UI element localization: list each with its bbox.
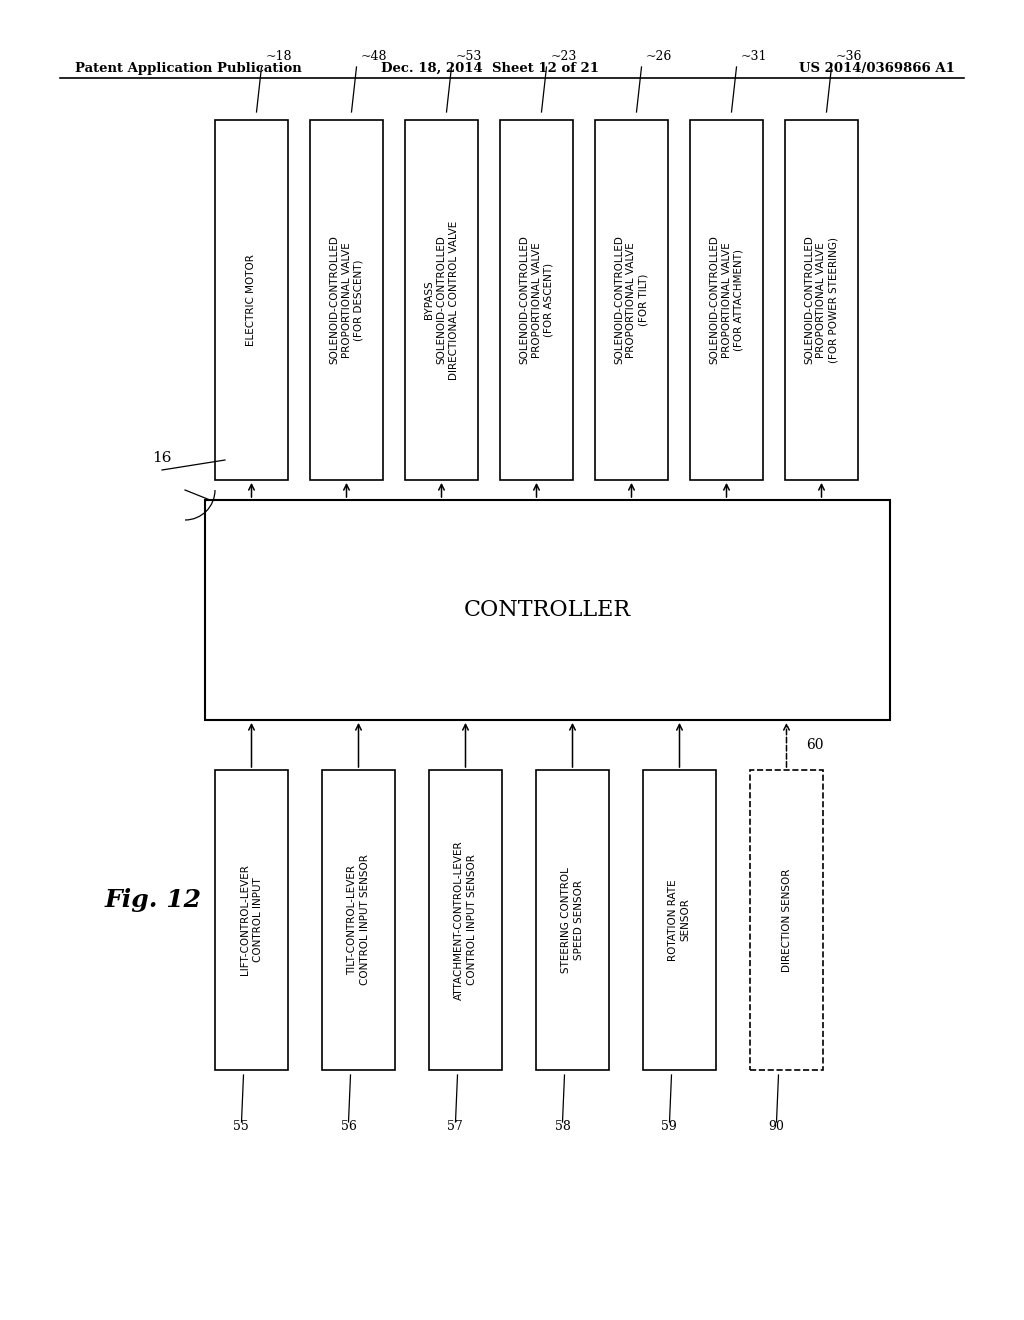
Text: 60: 60 (807, 738, 824, 752)
Text: STEERING CONTROL
SPEED SENSOR: STEERING CONTROL SPEED SENSOR (561, 867, 584, 973)
Text: ~53: ~53 (456, 50, 482, 63)
Text: ~23: ~23 (551, 50, 577, 63)
Bar (750, 770, 823, 1071)
Text: Fig. 12: Fig. 12 (105, 888, 202, 912)
Text: ~26: ~26 (645, 50, 672, 63)
Text: 90: 90 (768, 1119, 784, 1133)
Text: 57: 57 (447, 1119, 463, 1133)
Bar (310, 120, 383, 480)
Bar (429, 770, 502, 1071)
Text: 16: 16 (152, 451, 171, 465)
Bar (643, 770, 716, 1071)
Bar (500, 120, 573, 480)
Text: Dec. 18, 2014  Sheet 12 of 21: Dec. 18, 2014 Sheet 12 of 21 (381, 62, 599, 75)
Text: ~18: ~18 (265, 50, 292, 63)
Bar (406, 120, 478, 480)
Text: 55: 55 (233, 1119, 249, 1133)
Text: 56: 56 (341, 1119, 356, 1133)
Text: ~48: ~48 (360, 50, 387, 63)
Text: BYPASS
SOLENOID-CONTROLLED
DIRECTIONAL CONTROL VALVE: BYPASS SOLENOID-CONTROLLED DIRECTIONAL C… (424, 220, 459, 380)
Bar (205, 500, 890, 719)
Text: DIRECTION SENSOR: DIRECTION SENSOR (781, 869, 792, 972)
Bar (215, 770, 288, 1071)
Text: LIFT-CONTROL-LEVER
CONTROL INPUT: LIFT-CONTROL-LEVER CONTROL INPUT (241, 865, 263, 975)
Bar (785, 120, 858, 480)
Text: SOLENOID-CONTROLLED
PROPORTIONAL VALVE
(FOR TILT): SOLENOID-CONTROLLED PROPORTIONAL VALVE (… (614, 235, 649, 364)
Bar (595, 120, 668, 480)
Text: ~31: ~31 (740, 50, 767, 63)
Bar (690, 120, 763, 480)
Bar (215, 120, 288, 480)
Text: SOLENOID-CONTROLLED
PROPORTIONAL VALVE
(FOR DESCENT): SOLENOID-CONTROLLED PROPORTIONAL VALVE (… (329, 235, 364, 364)
Bar (536, 770, 609, 1071)
Bar (322, 770, 395, 1071)
Text: SOLENOID-CONTROLLED
PROPORTIONAL VALVE
(FOR POWER STEERING): SOLENOID-CONTROLLED PROPORTIONAL VALVE (… (804, 235, 839, 364)
Text: SOLENOID-CONTROLLED
PROPORTIONAL VALVE
(FOR ATTACHMENT): SOLENOID-CONTROLLED PROPORTIONAL VALVE (… (709, 235, 743, 364)
Text: US 2014/0369866 A1: US 2014/0369866 A1 (799, 62, 955, 75)
Text: ELECTRIC MOTOR: ELECTRIC MOTOR (247, 253, 256, 346)
Text: ATTACHMENT-CONTROL-LEVER
CONTROL INPUT SENSOR: ATTACHMENT-CONTROL-LEVER CONTROL INPUT S… (455, 841, 477, 999)
Text: Patent Application Publication: Patent Application Publication (75, 62, 302, 75)
Text: ~36: ~36 (836, 50, 862, 63)
Text: 59: 59 (662, 1119, 677, 1133)
Text: ROTATION RATE
SENSOR: ROTATION RATE SENSOR (669, 879, 691, 961)
Text: 58: 58 (555, 1119, 570, 1133)
Text: TILT-CONTROL-LEVER
CONTROL INPUT SENSOR: TILT-CONTROL-LEVER CONTROL INPUT SENSOR (347, 854, 370, 986)
Text: SOLENOID-CONTROLLED
PROPORTIONAL VALVE
(FOR ASCENT): SOLENOID-CONTROLLED PROPORTIONAL VALVE (… (519, 235, 554, 364)
Text: CONTROLLER: CONTROLLER (464, 599, 631, 620)
